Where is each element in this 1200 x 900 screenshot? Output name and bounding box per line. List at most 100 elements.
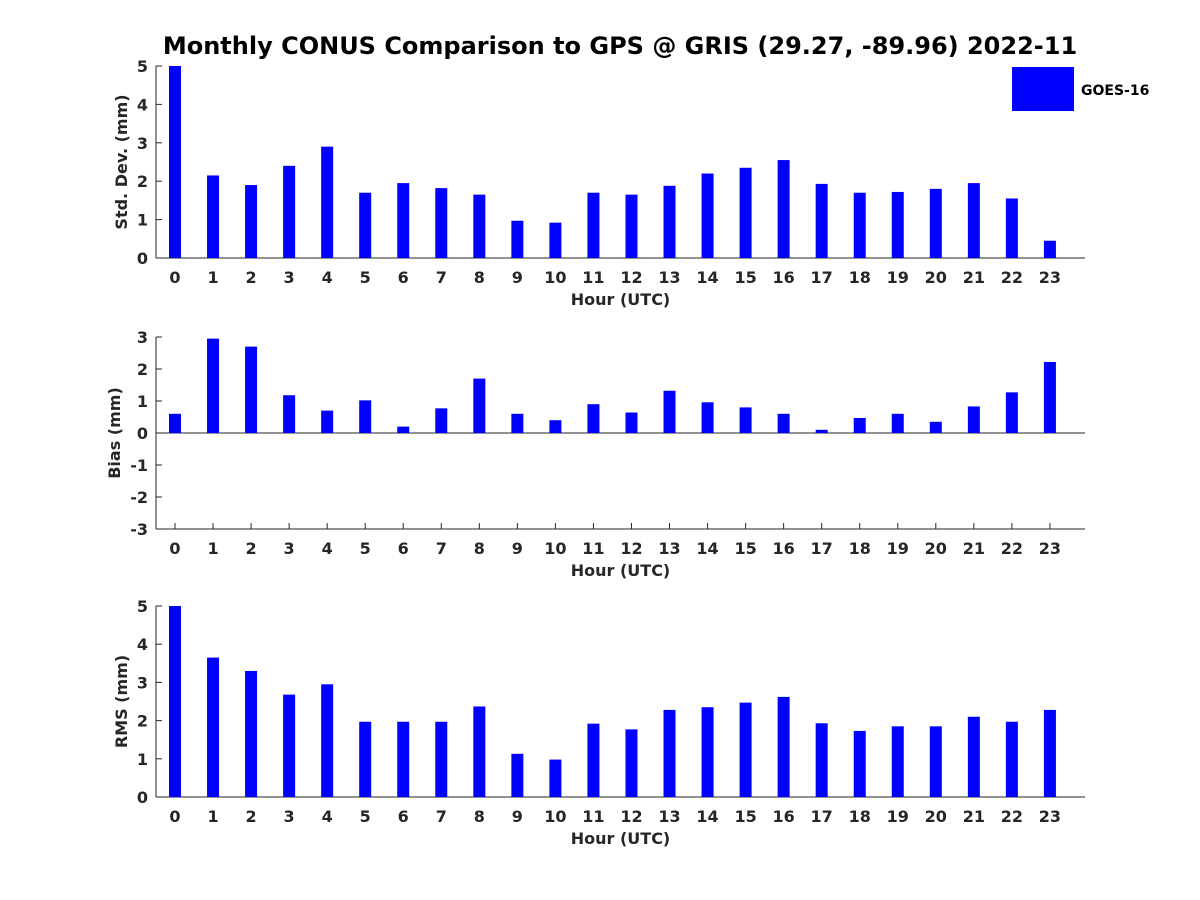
x-tick-label: 4 — [322, 539, 333, 558]
x-tick-label: 11 — [582, 539, 604, 558]
x-tick-label: 23 — [1039, 539, 1061, 558]
bar — [739, 702, 752, 797]
y-tick-label: 3 — [137, 134, 148, 153]
x-tick-label: 15 — [734, 539, 756, 558]
bar — [397, 183, 410, 258]
x-tick-label: 8 — [474, 807, 485, 826]
bar — [815, 183, 828, 258]
bar — [169, 413, 181, 433]
bar — [473, 706, 486, 797]
bar — [473, 194, 486, 258]
bar — [435, 408, 448, 433]
bar — [207, 657, 220, 797]
y-tick-label: 2 — [137, 172, 148, 191]
bar — [929, 188, 942, 258]
bar — [245, 185, 258, 258]
bar — [207, 338, 220, 433]
bar — [853, 192, 866, 258]
bar — [777, 696, 790, 797]
bar — [701, 402, 714, 433]
bar — [473, 378, 486, 433]
bar — [321, 684, 334, 797]
x-tick-label: 1 — [207, 807, 218, 826]
x-tick-label: 22 — [1001, 268, 1023, 287]
bar — [1043, 240, 1056, 258]
x-tick-label: 14 — [696, 539, 718, 558]
x-tick-label: 23 — [1039, 268, 1061, 287]
bar — [169, 606, 181, 797]
x-tick-label: 12 — [620, 268, 642, 287]
x-tick-label: 18 — [849, 539, 871, 558]
x-tick-label: 18 — [849, 268, 871, 287]
bar — [283, 694, 296, 797]
y-tick-label: 1 — [137, 750, 148, 769]
y-tick-label: 0 — [137, 788, 148, 807]
x-tick-label: 14 — [696, 807, 718, 826]
x-tick-label: 21 — [963, 268, 985, 287]
x-axis-label: Hour (UTC) — [571, 829, 671, 848]
bar — [625, 412, 638, 433]
x-tick-label: 0 — [169, 539, 180, 558]
x-tick-label: 1 — [207, 539, 218, 558]
x-tick-label: 19 — [887, 268, 909, 287]
x-tick-label: 20 — [925, 539, 947, 558]
x-axis-label: Hour (UTC) — [571, 290, 671, 309]
x-tick-label: 0 — [169, 807, 180, 826]
bar — [739, 407, 752, 433]
x-tick-label: 6 — [398, 539, 409, 558]
bar — [929, 421, 942, 433]
y-tick-label: -1 — [130, 456, 148, 475]
x-tick-label: 5 — [360, 268, 371, 287]
bar — [549, 420, 562, 433]
bar — [207, 175, 220, 258]
bar — [397, 721, 410, 797]
bar — [511, 220, 524, 258]
y-tick-label: 4 — [137, 635, 148, 654]
y-tick-label: 0 — [137, 424, 148, 443]
bar — [777, 413, 790, 433]
x-tick-label: 9 — [512, 539, 523, 558]
x-tick-label: 10 — [544, 807, 566, 826]
x-tick-label: 11 — [582, 268, 604, 287]
x-tick-label: 5 — [360, 807, 371, 826]
bar — [321, 146, 334, 258]
bar — [739, 167, 752, 258]
bar — [625, 194, 638, 258]
y-tick-label: 2 — [137, 712, 148, 731]
x-tick-label: 4 — [322, 268, 333, 287]
y-tick-label: 3 — [137, 673, 148, 692]
x-tick-label: 3 — [284, 807, 295, 826]
bar — [701, 707, 714, 797]
x-tick-label: 8 — [474, 268, 485, 287]
x-tick-label: 1 — [207, 268, 218, 287]
x-tick-label: 8 — [474, 539, 485, 558]
bar — [587, 723, 600, 797]
bar — [1005, 721, 1018, 797]
x-tick-label: 11 — [582, 807, 604, 826]
x-tick-label: 20 — [925, 807, 947, 826]
bar — [587, 192, 600, 258]
x-tick-label: 10 — [544, 539, 566, 558]
bar — [967, 183, 980, 258]
x-tick-label: 23 — [1039, 807, 1061, 826]
x-axis-label: Hour (UTC) — [571, 561, 671, 580]
x-tick-label: 19 — [887, 807, 909, 826]
x-tick-label: 13 — [658, 807, 680, 826]
bar — [245, 670, 258, 797]
y-axis-label: RMS (mm) — [112, 655, 131, 748]
y-tick-label: 5 — [137, 57, 148, 76]
x-tick-label: 14 — [696, 268, 718, 287]
y-tick-label: 0 — [137, 249, 148, 268]
x-tick-label: 9 — [512, 268, 523, 287]
bar — [511, 753, 524, 797]
x-tick-label: 2 — [246, 807, 257, 826]
bar — [359, 721, 372, 797]
legend: GOES-16 — [1012, 67, 1149, 111]
bar — [321, 410, 334, 433]
x-tick-label: 13 — [658, 268, 680, 287]
x-tick-label: 16 — [773, 539, 795, 558]
bar — [891, 413, 904, 433]
bar — [245, 346, 258, 433]
